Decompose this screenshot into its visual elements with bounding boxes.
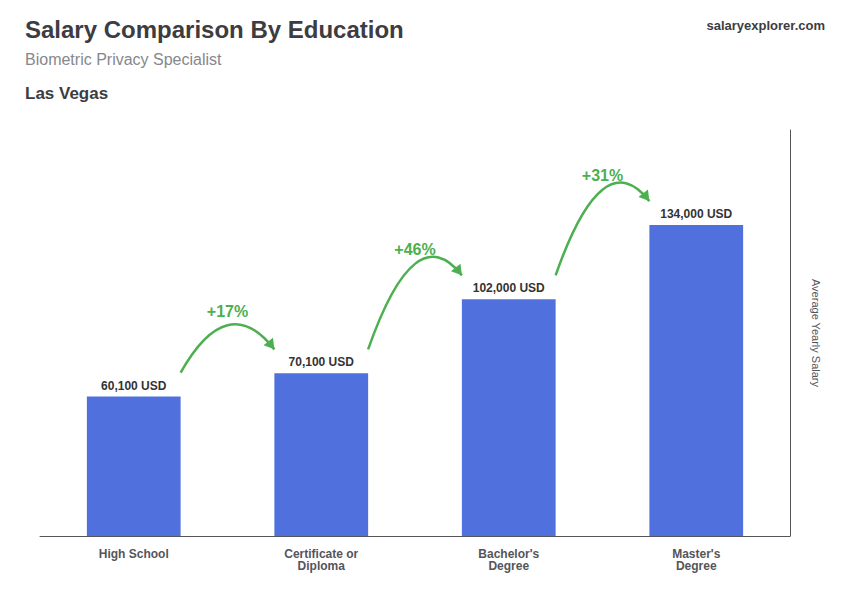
svg-text:+17%: +17% [207,303,248,320]
svg-text:102,000 USD: 102,000 USD [473,281,545,295]
svg-text:Degree: Degree [488,559,529,573]
svg-text:+46%: +46% [394,241,435,258]
svg-text:High School: High School [99,547,169,561]
svg-text:134,000 USD: 134,000 USD [660,207,732,221]
svg-text:Average Yearly Salary: Average Yearly Salary [810,279,822,388]
svg-text:Biometric Privacy Specialist: Biometric Privacy Specialist [25,51,222,68]
svg-text:70,100 USD: 70,100 USD [289,355,355,369]
svg-text:Certificate or: Certificate or [284,547,359,561]
svg-text:Bachelor's: Bachelor's [478,547,540,561]
svg-text:+31%: +31% [582,167,623,184]
svg-text:Diploma: Diploma [298,559,346,573]
svg-text:salaryexplorer.com: salaryexplorer.com [706,18,825,33]
svg-text:Master's: Master's [672,547,721,561]
svg-text:Degree: Degree [676,559,717,573]
svg-text:Las Vegas: Las Vegas [25,84,108,103]
svg-text:60,100 USD: 60,100 USD [101,379,167,393]
svg-text:Salary Comparison By Education: Salary Comparison By Education [25,16,404,43]
